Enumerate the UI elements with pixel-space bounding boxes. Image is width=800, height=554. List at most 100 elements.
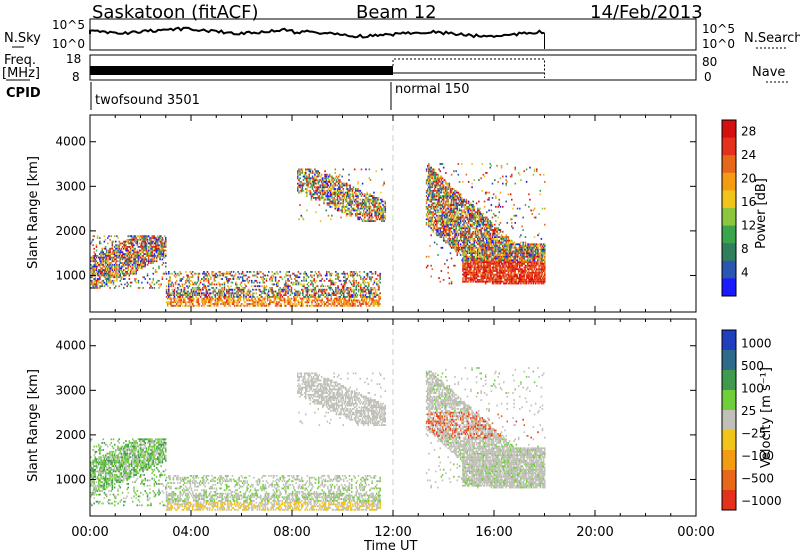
heatmap-cell (428, 177, 430, 180)
heatmap-cell (105, 251, 108, 254)
heatmap-cell (137, 238, 140, 241)
heatmap-cell (270, 296, 272, 298)
heatmap-cell (151, 251, 153, 254)
heatmap-cell (183, 290, 186, 293)
heatmap-cell (434, 182, 437, 185)
heatmap-cell (307, 285, 310, 288)
heatmap-cell (269, 297, 271, 300)
heatmap-cell (153, 246, 156, 248)
heatmap-cell (437, 254, 439, 256)
heatmap-cell (447, 202, 449, 205)
heatmap-cell (211, 271, 213, 273)
heatmap-cell (331, 177, 333, 180)
heatmap-cell (433, 216, 436, 219)
heatmap-cell (107, 278, 109, 280)
heatmap-cell (367, 220, 370, 222)
heatmap-cell (433, 177, 436, 180)
heatmap-cell (112, 276, 115, 279)
heatmap-cell (214, 296, 217, 298)
heatmap-cell (340, 191, 342, 194)
heatmap-cell (286, 288, 288, 291)
heatmap-cell (204, 303, 206, 305)
heatmap-cell (453, 220, 455, 222)
heatmap-cell (269, 303, 271, 305)
heatmap-cell (231, 301, 234, 304)
heatmap-cell (327, 299, 329, 302)
heatmap-cell (92, 235, 94, 238)
heatmap-cell (432, 193, 435, 196)
heatmap-cell (364, 296, 367, 298)
heatmap-cell (314, 186, 316, 189)
heatmap-cell (216, 303, 219, 305)
heatmap-cell (445, 182, 447, 185)
heatmap-cell (231, 292, 234, 295)
heatmap-cell (277, 285, 279, 288)
heatmap-cell (207, 297, 210, 300)
heatmap-cell (383, 214, 385, 217)
heatmap-cell (118, 251, 120, 254)
heatmap-cell (165, 242, 167, 245)
heatmap-cell (98, 262, 100, 264)
heatmap-cell (453, 202, 455, 205)
heatmap-cell (434, 195, 437, 197)
heatmap-cell (239, 296, 242, 298)
heatmap-cell (474, 213, 477, 215)
heatmap-cell (264, 288, 267, 291)
heatmap-cell (207, 301, 210, 304)
heatmap-cell (108, 256, 110, 259)
heatmap-cell (449, 245, 452, 247)
heatmap-cell (479, 225, 481, 228)
heatmap-cell (305, 272, 308, 275)
heatmap-cell (340, 283, 343, 286)
heatmap-cell (190, 290, 193, 293)
heatmap-cell (305, 288, 308, 291)
heatmap-cell (467, 181, 470, 183)
heatmap-cell (332, 303, 335, 305)
heatmap-cell (205, 272, 208, 275)
heatmap-cell (324, 290, 327, 293)
heatmap-cell (312, 285, 314, 288)
heatmap-cell (348, 184, 350, 187)
heatmap-cell (239, 290, 242, 293)
heatmap-cell (335, 179, 338, 181)
heatmap-cell (196, 294, 198, 296)
heatmap-cell (449, 238, 452, 240)
heatmap-cell (253, 271, 255, 273)
heatmap-cell (454, 248, 456, 251)
heatmap-cell (236, 294, 238, 296)
heatmap-cell (308, 168, 310, 171)
heatmap-cell (341, 292, 344, 295)
heatmap-cell (345, 296, 347, 298)
heatmap-cell (194, 294, 196, 296)
heatmap-cell (429, 179, 431, 181)
heatmap-cell (475, 227, 478, 230)
heatmap-cell (442, 213, 445, 215)
heatmap-cell (174, 283, 177, 286)
heatmap-cell (372, 209, 374, 212)
heatmap-cell (321, 288, 323, 291)
heatmap-cell (313, 304, 316, 307)
heatmap-cell (348, 209, 350, 212)
heatmap-cell (328, 189, 331, 192)
heatmap-cell (355, 189, 357, 192)
heatmap-cell (290, 297, 293, 300)
heatmap-cell (318, 184, 321, 187)
heatmap-cell (293, 281, 295, 284)
heatmap-cell (445, 193, 447, 196)
heatmap-cell (166, 292, 169, 295)
heatmap-cell (436, 186, 438, 189)
heatmap-cell (199, 290, 202, 293)
heatmap-cell (354, 288, 356, 291)
heatmap-cell (119, 262, 122, 264)
heatmap-cell (379, 272, 381, 275)
heatmap-cell (301, 288, 303, 291)
heatmap-cell (449, 220, 452, 222)
heatmap-cell (93, 281, 95, 284)
heatmap-cell (93, 258, 95, 261)
heatmap-cell (203, 279, 205, 282)
heatmap-cell (369, 179, 372, 181)
heatmap-cell (255, 288, 258, 291)
heatmap-cell (463, 205, 465, 208)
heatmap-cell (310, 271, 312, 273)
heatmap-cell (353, 281, 355, 284)
